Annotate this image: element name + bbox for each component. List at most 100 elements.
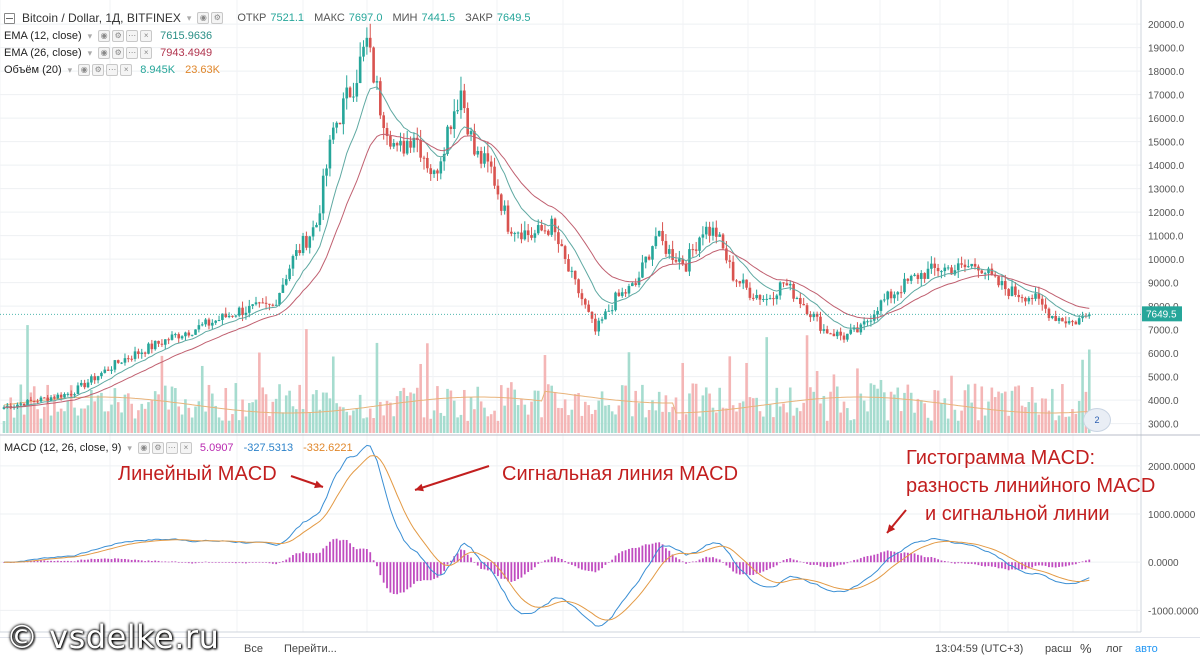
chevron-down-icon[interactable]: ▾ bbox=[87, 48, 93, 58]
volume-bar bbox=[231, 414, 234, 433]
candle-body bbox=[224, 313, 228, 318]
settings-icon[interactable]: ⚙ bbox=[112, 47, 125, 59]
macd-histogram-bar bbox=[705, 556, 708, 563]
chevron-down-icon[interactable]: ▾ bbox=[67, 65, 73, 75]
macd-histogram-bar bbox=[298, 553, 301, 563]
settings-icon[interactable]: ⚙ bbox=[211, 12, 224, 24]
volume-bar bbox=[153, 391, 157, 433]
volume-bar bbox=[762, 416, 765, 433]
macd-histogram-bar bbox=[782, 560, 785, 563]
volume-bar bbox=[93, 401, 97, 433]
collapse-icon[interactable] bbox=[4, 12, 15, 24]
volume-bar bbox=[19, 384, 23, 433]
volume-bar bbox=[570, 409, 574, 433]
clock-label[interactable]: 13:04:59 (UTC+3) bbox=[935, 643, 1024, 655]
macd-histogram-bar bbox=[779, 562, 782, 563]
macd-histogram-bar bbox=[413, 562, 415, 584]
ema12-row[interactable]: EMA (12, close) ▾ ◉ ⚙ ⋯ × 7615.9636 bbox=[4, 28, 212, 44]
more-icon[interactable]: ⋯ bbox=[126, 47, 139, 59]
candle-body bbox=[503, 205, 506, 211]
flag-badge-icon[interactable]: 2 bbox=[1083, 408, 1111, 432]
volume-bar bbox=[567, 415, 570, 433]
volume-bar bbox=[130, 403, 133, 433]
macd-row[interactable]: MACD (12, 26, close, 9) ▾ ◉ ⚙ ⋯ × 5.0907… bbox=[4, 440, 353, 456]
volume-bar bbox=[241, 399, 244, 433]
macd-histogram-bar bbox=[927, 557, 929, 563]
close-icon[interactable]: × bbox=[120, 64, 133, 76]
candle-body bbox=[426, 157, 429, 169]
macd-histogram-bar bbox=[607, 562, 610, 563]
candle-body bbox=[137, 351, 140, 355]
candle-body bbox=[819, 316, 822, 331]
volume-row[interactable]: Объём (20) ▾ ◉ ⚙ ⋯ × 8.945K 23.63K bbox=[4, 62, 220, 78]
eye-icon[interactable]: ◉ bbox=[78, 64, 91, 76]
more-icon[interactable]: ⋯ bbox=[126, 30, 139, 42]
candle-body bbox=[997, 276, 1000, 286]
settings-icon[interactable]: ⚙ bbox=[151, 442, 164, 454]
volume-bar bbox=[328, 398, 332, 433]
chevron-down-icon[interactable]: ▾ bbox=[127, 443, 132, 453]
close-icon[interactable]: × bbox=[179, 442, 192, 454]
log-button[interactable]: лог bbox=[1106, 643, 1123, 655]
volume-bar bbox=[755, 397, 758, 433]
high-value: 7697.0 bbox=[348, 12, 383, 24]
volume-bar bbox=[560, 408, 564, 433]
macd-histogram-bar bbox=[214, 562, 217, 563]
volume-bar bbox=[516, 405, 520, 433]
eye-icon[interactable]: ◉ bbox=[137, 442, 150, 454]
candle-body bbox=[983, 273, 987, 275]
candle-body bbox=[110, 369, 113, 371]
candle-body bbox=[36, 401, 39, 403]
candle-body bbox=[1040, 298, 1044, 305]
settings-icon[interactable]: ⚙ bbox=[92, 64, 105, 76]
candle-body bbox=[946, 267, 950, 269]
candle-body bbox=[812, 313, 816, 318]
volume-bar bbox=[846, 408, 849, 433]
candle-body bbox=[439, 161, 443, 174]
eye-icon[interactable]: ◉ bbox=[98, 47, 111, 59]
ema26-row[interactable]: EMA (26, close) ▾ ◉ ⚙ ⋯ × 7943.4949 bbox=[4, 45, 212, 61]
macd-histogram-bar bbox=[426, 562, 429, 581]
settings-icon[interactable]: ⚙ bbox=[112, 30, 125, 42]
volume-bar bbox=[305, 329, 308, 433]
volume-bar bbox=[274, 398, 278, 433]
eye-icon[interactable]: ◉ bbox=[197, 12, 210, 24]
candle-body bbox=[153, 340, 157, 350]
macd-histogram-bar bbox=[678, 559, 681, 563]
macd-histogram-bar bbox=[1085, 560, 1087, 563]
candle-body bbox=[842, 335, 846, 340]
more-icon[interactable]: ⋯ bbox=[165, 442, 178, 454]
range-all-button[interactable]: Все bbox=[244, 643, 263, 655]
symbol-title[interactable]: Bitcoin / Dollar, 1Д, BITFINEX bbox=[22, 11, 181, 25]
percent-button[interactable]: % bbox=[1080, 641, 1092, 656]
volume-bar bbox=[547, 384, 550, 433]
auto-button[interactable]: авто bbox=[1135, 643, 1158, 655]
candle-body bbox=[513, 233, 517, 235]
volume-bar bbox=[405, 395, 409, 433]
candle-body bbox=[563, 246, 567, 260]
chevron-down-icon[interactable]: ▾ bbox=[186, 13, 192, 23]
volume-bar bbox=[859, 393, 863, 433]
macd-histogram-bar bbox=[127, 559, 130, 563]
bottom-bar: Все Перейти... 13:04:59 (UTC+3) расш % л… bbox=[0, 637, 1200, 663]
extended-button[interactable]: расш bbox=[1045, 643, 1072, 655]
more-icon[interactable]: ⋯ bbox=[106, 64, 119, 76]
candle-body bbox=[641, 262, 644, 278]
goto-button[interactable]: Перейти... bbox=[284, 643, 337, 655]
annotation-arrowhead bbox=[415, 483, 424, 492]
volume-bar bbox=[476, 386, 480, 433]
close-icon[interactable]: × bbox=[140, 47, 153, 59]
volume-bar bbox=[1047, 410, 1051, 433]
macd-histogram-bar bbox=[80, 559, 83, 563]
macd-histogram-bar bbox=[701, 558, 704, 563]
macd-histogram-bar bbox=[940, 560, 943, 563]
macd-histogram-bar bbox=[537, 562, 540, 564]
chevron-down-icon[interactable]: ▾ bbox=[87, 31, 93, 41]
price-tick-label: 14000.0 bbox=[1148, 161, 1185, 172]
candle-body bbox=[778, 282, 782, 296]
close-icon[interactable]: × bbox=[140, 30, 153, 42]
eye-icon[interactable]: ◉ bbox=[98, 30, 111, 42]
volume-bar bbox=[956, 420, 960, 433]
